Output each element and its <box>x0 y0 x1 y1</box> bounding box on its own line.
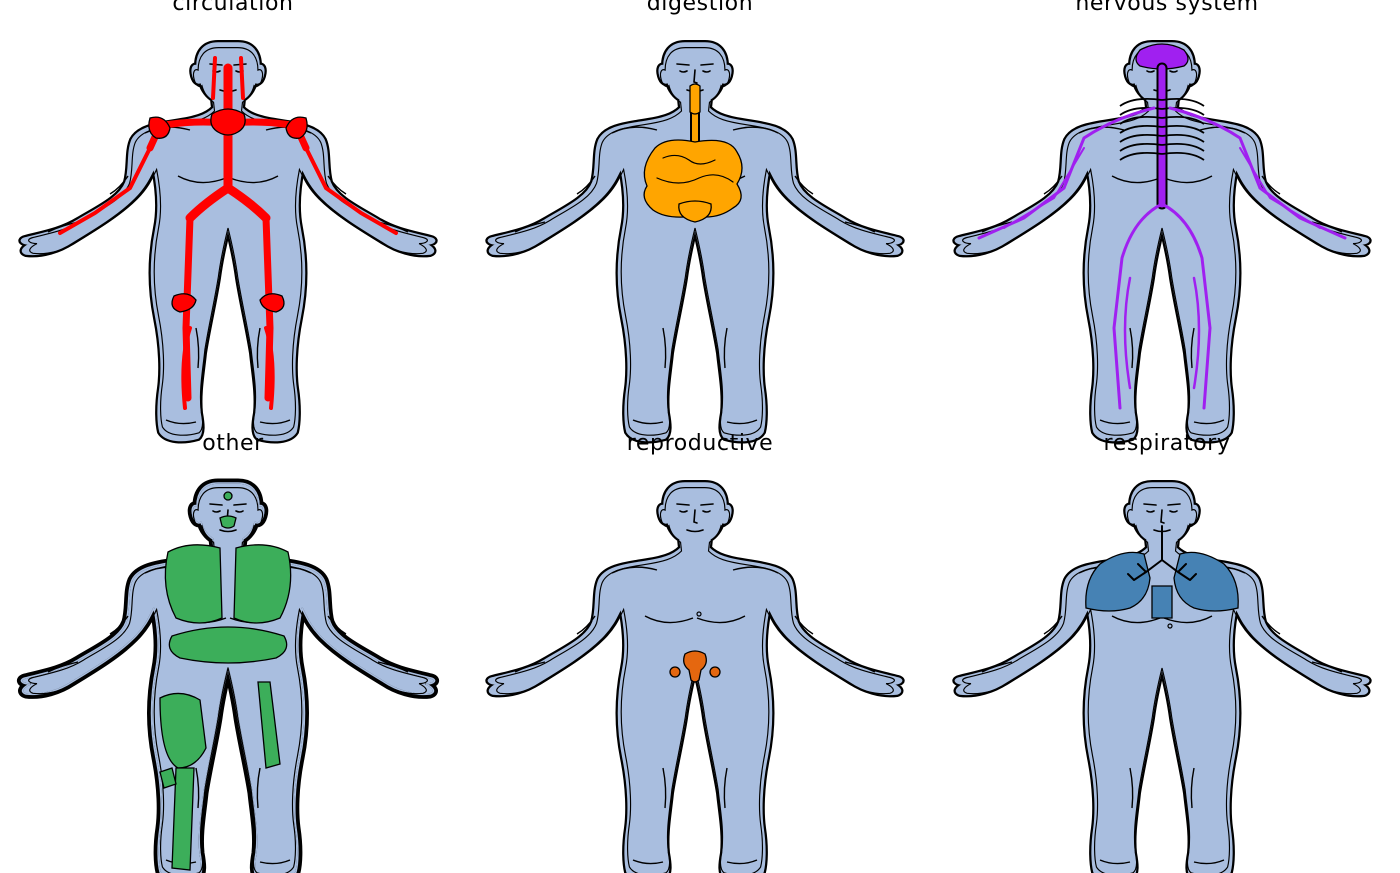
body-figure-circulation <box>18 40 438 444</box>
diaphragm-icon <box>1151 585 1173 619</box>
thigh-vessel <box>171 293 197 313</box>
bladder-icon <box>678 200 712 223</box>
body-figure-other <box>16 478 440 873</box>
panel-nervous-system: nervous system <box>934 0 1400 444</box>
uterus-icon <box>683 650 707 683</box>
thyroid-icon <box>219 515 237 529</box>
right-lung-icon <box>1173 551 1239 612</box>
panel-title: other <box>202 431 264 456</box>
panel-title: circulation <box>172 0 294 16</box>
pectoral-muscle-icon <box>164 544 223 624</box>
panel-title: digestion <box>646 0 754 16</box>
arm-nerve-branch <box>1003 147 1321 229</box>
leg-vein <box>181 326 275 410</box>
knee-icon <box>159 767 177 789</box>
panel-other: other <box>0 431 466 873</box>
lungs-icon <box>1085 525 1239 629</box>
liver-icon <box>168 626 288 664</box>
leg-nerve <box>1123 276 1201 390</box>
body-figure-nervous-system <box>952 40 1372 444</box>
blood-vessels-icon <box>58 56 398 410</box>
panel-title: nervous system <box>1075 0 1259 16</box>
anatomy-lines <box>514 566 876 865</box>
panel-title: respiratory <box>1103 431 1231 456</box>
navel-icon <box>1167 623 1173 629</box>
shoulder-vessel <box>285 116 308 139</box>
body-figure-digestion <box>485 40 905 444</box>
body-inner-contour <box>962 487 1362 873</box>
panel-respiratory: respiratory <box>934 431 1400 873</box>
panel-title: reproductive <box>626 431 774 456</box>
anatomy-lines <box>47 126 409 425</box>
digestive-tract-icon <box>643 83 743 223</box>
thigh-muscle-icon <box>159 692 207 769</box>
intestine-folds <box>656 154 734 184</box>
body-figure-respiratory <box>952 480 1372 873</box>
left-lung-icon <box>1085 551 1151 612</box>
neck-artery <box>211 56 245 100</box>
forearm-artery <box>58 146 398 235</box>
ribcage-icon <box>1119 97 1205 161</box>
navel-icon <box>696 611 702 617</box>
panel-circulation: circulation <box>0 0 466 444</box>
face-icon <box>676 503 714 533</box>
human-body-icon <box>16 478 440 873</box>
heart-icon <box>210 108 246 136</box>
body-figure-reproductive <box>485 480 905 873</box>
body-inner-contour <box>28 487 428 873</box>
sciatic-nerve <box>1112 202 1212 410</box>
nerves-icon <box>977 43 1347 410</box>
ovary-icon <box>669 666 681 678</box>
femur-icon <box>257 681 281 769</box>
ovary-icon <box>709 666 721 678</box>
anatomy-lines <box>981 566 1343 865</box>
body-silhouette <box>488 483 902 873</box>
brain-icon <box>1135 43 1189 70</box>
pectoral-muscle-icon <box>233 544 292 624</box>
leg-artery <box>182 214 274 402</box>
pharynx-icon <box>689 83 701 115</box>
muscle-skeleton-icon <box>159 491 292 871</box>
reproductive-organs-icon <box>669 611 721 683</box>
thigh-vessel <box>259 293 285 313</box>
bronchi-icon <box>1127 525 1197 581</box>
pineal-icon <box>223 491 233 501</box>
body-inner-contour <box>495 47 895 436</box>
shoulder-vessel <box>148 116 171 139</box>
intestines-icon <box>643 139 743 218</box>
panel-digestion: digestion <box>467 0 933 444</box>
panel-reproductive: reproductive <box>467 431 933 873</box>
